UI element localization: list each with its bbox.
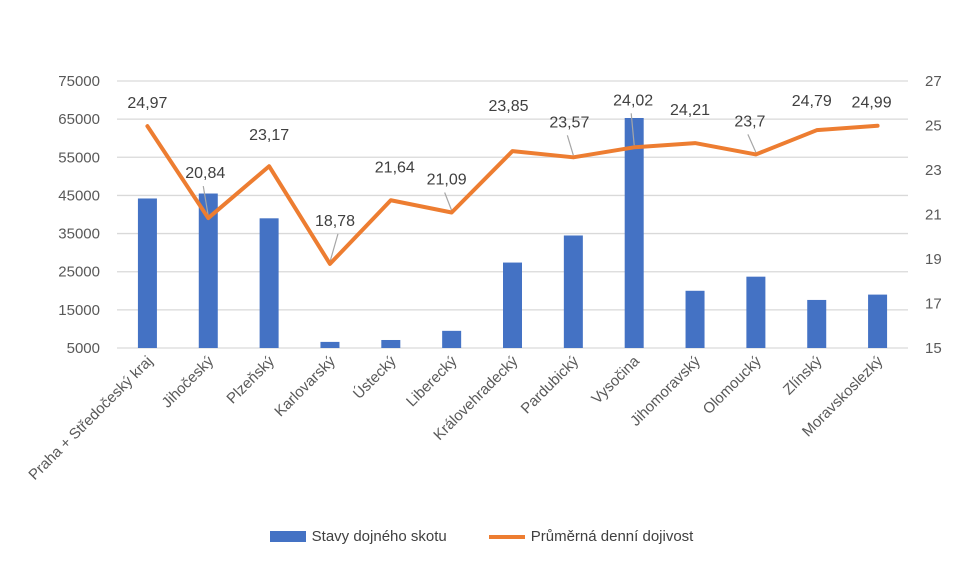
category-label: Karlovarský <box>271 352 339 420</box>
data-label: 23,7 <box>734 113 765 130</box>
bar <box>259 218 279 348</box>
data-label: 24,02 <box>613 92 653 109</box>
category-label: Jihočeský <box>159 352 218 411</box>
data-label: 23,17 <box>249 127 289 144</box>
data-label: 24,79 <box>792 93 832 110</box>
category-label: Ústecký <box>350 352 400 402</box>
right-tick-label: 25 <box>925 118 942 135</box>
chart: 5000 15000 25000 35000 45000 55000 65000 75000 1… <box>25 73 942 484</box>
left-tick-label: 5000 <box>67 340 100 357</box>
category-label: Liberecký <box>403 352 461 410</box>
leader-line <box>566 135 574 156</box>
leader-line <box>747 134 757 153</box>
bar <box>563 235 583 348</box>
data-label: 24,97 <box>127 95 167 112</box>
right-tick-label: 19 <box>925 251 942 268</box>
bar <box>868 294 888 348</box>
bar <box>198 193 218 348</box>
category-label: Praha + Středočeský kraj <box>25 353 156 484</box>
category-label: Pardubický <box>518 352 583 417</box>
line-series <box>145 123 880 266</box>
left-tick-label: 45000 <box>58 187 100 204</box>
legend-item-bars: Stavy dojného skotu <box>269 528 447 545</box>
data-label: 18,78 <box>315 213 355 230</box>
legend-label-bars: Stavy dojného skotu <box>311 528 447 545</box>
leader-line <box>444 192 453 211</box>
legend-label-line: Průměrná denní dojivost <box>530 528 694 545</box>
data-label: 21,09 <box>427 171 467 188</box>
left-tick-label: 65000 <box>58 111 100 128</box>
legend-swatch-line <box>488 534 525 539</box>
bar <box>442 330 462 348</box>
category-label: Plzeňský <box>223 352 278 407</box>
bar <box>381 339 401 348</box>
data-label: 20,84 <box>185 165 225 182</box>
right-tick-label: 27 <box>925 73 942 90</box>
right-tick-label: 15 <box>925 340 942 357</box>
data-label: 23,85 <box>488 98 528 115</box>
bar <box>685 290 705 348</box>
right-tick-label: 17 <box>925 296 942 313</box>
bar <box>137 198 157 348</box>
category-label: Olomoucký <box>700 352 765 417</box>
bar <box>624 117 644 349</box>
left-tick-label: 55000 <box>58 149 100 166</box>
bar <box>320 341 340 348</box>
data-label: 21,64 <box>375 159 415 176</box>
left-tick-label: 15000 <box>58 302 100 319</box>
category-label: Vysočina <box>588 352 643 407</box>
bar <box>746 276 766 348</box>
leader-line <box>630 113 635 146</box>
bar <box>807 299 827 348</box>
leader-line <box>329 233 339 263</box>
bar <box>503 262 522 348</box>
legend: Stavy dojného skotu Průměrná denní dojiv… <box>0 528 963 545</box>
legend-item-line: Průměrná denní dojivost <box>488 528 694 545</box>
right-tick-label: 23 <box>925 162 942 179</box>
data-label: 24,99 <box>852 95 892 112</box>
data-label: 23,57 <box>549 114 589 131</box>
data-label: 24,21 <box>670 102 710 119</box>
left-tick-label: 35000 <box>58 226 100 243</box>
right-tick-label: 21 <box>925 207 942 224</box>
leader-line <box>202 185 209 217</box>
category-label: Zlínský <box>780 352 826 398</box>
left-tick-label: 75000 <box>58 73 100 90</box>
legend-swatch-bar <box>269 531 306 542</box>
left-tick-label: 25000 <box>58 264 100 281</box>
